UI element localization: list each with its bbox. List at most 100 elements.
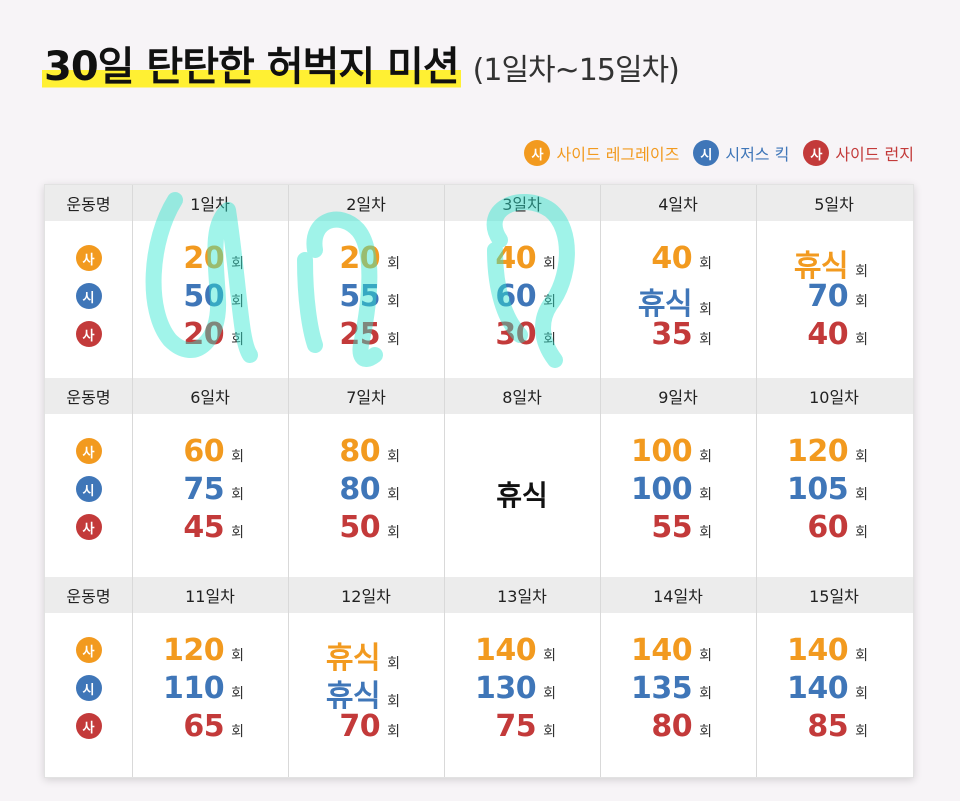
header-row: 운동명 6일차 7일차 8일차 9일차 10일차 (45, 378, 913, 414)
rep-entry: 120 회 (786, 434, 868, 469)
rep-count: 140 (630, 633, 693, 668)
rep-count: 120 (786, 434, 849, 469)
exercise-header: 운동명 (66, 587, 111, 606)
column-divider (132, 378, 133, 577)
day-cell: 20 회 55 회 25 회 (288, 221, 444, 378)
rep-entry: 65 회 (183, 709, 244, 744)
rep-count: 75 (183, 472, 225, 507)
badge-icon: 사 (75, 438, 102, 464)
rep-count: 60 (183, 434, 225, 469)
rep-entry: 45 회 (183, 510, 244, 545)
day-header: 11일차 (185, 587, 235, 606)
badge-icon: 시 (75, 476, 102, 502)
rep-entry: 135 회 (631, 671, 712, 706)
legend-item-side-lunge: 사 사이드 런지 (803, 140, 914, 166)
rep-count: 80 (339, 434, 381, 469)
rep-count: 105 (786, 472, 849, 507)
rep-unit: 회 (231, 487, 244, 503)
column-divider (600, 577, 601, 777)
day-header: 2일차 (346, 195, 386, 214)
mission-table: 운동명 1일차 2일차 3일차 4일차 5일차 사 시 사 20 회 50 회 20 회 20 회 55 회 25 회 4… (44, 184, 914, 778)
column-divider (288, 378, 289, 577)
table-block: 운동명 11일차 12일차 13일차 14일차 15일차 사 시 사 120 회 110 회 65 회 휴식 회… (45, 577, 913, 777)
rep-entry: 75 회 (183, 472, 244, 507)
rep-unit: 회 (387, 525, 400, 541)
rep-entry: 20 회 (183, 241, 244, 276)
column-divider (756, 185, 757, 378)
rep-count: 20 (183, 241, 225, 276)
legend-label: 시저스 킥 (725, 145, 790, 164)
rep-unit: 회 (543, 294, 556, 310)
badge-icon: 사 (524, 140, 551, 166)
rep-count: 80 (339, 472, 381, 507)
rep-entry: 휴식 회 (326, 633, 400, 676)
rep-unit: 회 (699, 449, 712, 465)
rep-entry: 140 회 (475, 633, 556, 668)
column-divider (600, 378, 601, 577)
rep-count: 20 (183, 317, 225, 352)
rep-entry: 휴식 회 (794, 241, 868, 284)
data-row: 사 시 사 60 회 75 회 45 회 80 회 80 회 50 회 휴식 100 회 100 회 55 회 120 회 10… (45, 414, 913, 577)
rep-unit: 회 (231, 724, 244, 740)
rep-unit: 회 (855, 724, 868, 740)
rep-unit: 회 (855, 294, 868, 310)
badge-icon: 사 (75, 245, 102, 271)
badge-icon: 사 (75, 713, 102, 739)
rep-count: 50 (183, 279, 225, 314)
rep-count: 휴식 (793, 249, 849, 284)
rep-unit: 회 (699, 487, 712, 503)
rep-entry: 휴식 회 (326, 671, 400, 714)
rep-entry: 80 회 (651, 709, 712, 744)
rep-entry: 25 회 (339, 317, 400, 352)
rep-entry: 70 회 (807, 279, 868, 314)
column-divider (132, 185, 133, 378)
rep-unit: 회 (855, 487, 868, 503)
rep-unit: 회 (855, 264, 868, 280)
day-header: 10일차 (809, 388, 859, 407)
title-area: 30일 탄탄한 허벅지 미션 (1일차~15일차) (42, 34, 680, 92)
rep-entry: 50 회 (339, 510, 400, 545)
rep-count: 85 (807, 709, 849, 744)
legend-label: 사이드 레그레이즈 (556, 145, 680, 164)
rep-unit: 회 (699, 525, 712, 541)
day-header: 12일차 (341, 587, 391, 606)
rep-count: 55 (651, 510, 693, 545)
day-cell: 120 회 105 회 60 회 (756, 414, 912, 577)
day-cell: 40 회 휴식 회 35 회 (600, 221, 756, 378)
rep-entry: 140 회 (787, 633, 868, 668)
rep-unit: 회 (543, 648, 556, 664)
rep-count: 60 (495, 279, 537, 314)
legend: 사 사이드 레그레이즈 시 시저스 킥 사 사이드 런지 (524, 140, 914, 166)
rep-entry: 20 회 (183, 317, 244, 352)
rep-unit: 회 (699, 332, 712, 348)
page-subtitle: (1일차~15일차) (472, 53, 680, 88)
rep-entry: 휴식 회 (638, 279, 712, 322)
rep-count: 100 (630, 434, 693, 469)
rep-unit: 회 (387, 724, 400, 740)
day-cell: 80 회 80 회 50 회 (288, 414, 444, 577)
rep-unit: 회 (699, 686, 712, 702)
rep-unit: 회 (387, 449, 400, 465)
rep-count: 40 (807, 317, 849, 352)
rep-entry: 100 회 (630, 472, 712, 507)
rep-unit: 회 (231, 525, 244, 541)
day-cell: 휴식 회 70 회 40 회 (756, 221, 912, 378)
rep-unit: 회 (387, 332, 400, 348)
rep-count: 100 (630, 472, 693, 507)
rep-count: 65 (183, 709, 225, 744)
rep-unit: 회 (855, 449, 868, 465)
rep-count: 휴식 (325, 679, 381, 714)
rep-entry: 40 회 (495, 241, 556, 276)
rep-entry: 35 회 (651, 317, 712, 352)
rep-count: 55 (339, 279, 381, 314)
rep-unit: 회 (699, 302, 712, 318)
rep-entry: 20 회 (339, 241, 400, 276)
rep-entry: 55 회 (651, 510, 712, 545)
badge-icon: 사 (75, 637, 102, 663)
rep-entry: 40 회 (807, 317, 868, 352)
rep-unit: 회 (855, 332, 868, 348)
rep-unit: 회 (855, 525, 868, 541)
rep-count: 25 (339, 317, 381, 352)
day-header: 5일차 (814, 195, 854, 214)
